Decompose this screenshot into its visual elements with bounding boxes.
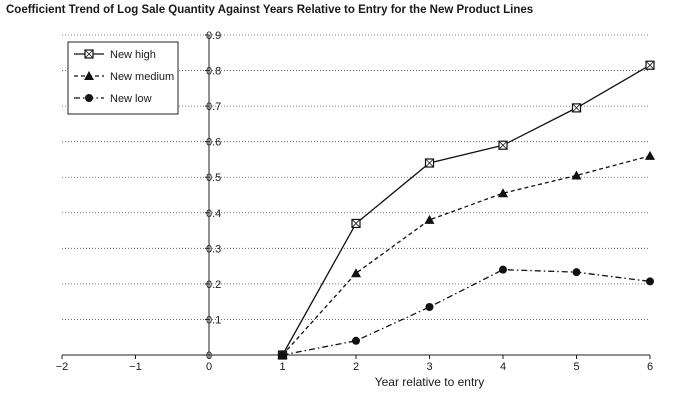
x-tick-label: 4: [500, 361, 506, 373]
legend-label-new-medium: New medium: [110, 71, 174, 83]
y-tick-label: 0.6: [206, 137, 221, 149]
y-tick-label: 0.8: [206, 66, 221, 78]
data-point-new-high-x: [351, 219, 361, 228]
x-tick-label: 1: [279, 361, 285, 373]
series-line-new-low: [282, 269, 651, 356]
data-point-new-low: [352, 336, 360, 345]
legend-marker-new-medium: [84, 71, 94, 80]
y-tick-label: 0.3: [206, 243, 221, 255]
y-tick-label: 0.9: [206, 30, 221, 42]
data-point-new-low: [646, 277, 654, 286]
series-line-new-high: [281, 64, 651, 356]
legend-label-new-high: New high: [110, 49, 156, 61]
data-point-new-low: [572, 268, 581, 277]
chart-title: Coefficient Trend of Log Sale Quantity A…: [6, 4, 534, 16]
y-tick-label: 0.5: [206, 172, 221, 184]
legend-marker-new-low: [85, 94, 93, 102]
data-point-new-medium: [351, 268, 361, 278]
data-point-new-medium: [424, 214, 435, 224]
series-line-new-medium: [282, 155, 651, 356]
y-tick-label: 0.7: [206, 101, 221, 113]
y-tick-label: 0.4: [206, 208, 221, 220]
x-axis-label: Year relative to entry: [375, 375, 485, 389]
data-point-new-high-x: [645, 60, 655, 70]
data-point-new-high-x: [425, 158, 434, 168]
data-point-new-medium: [498, 188, 508, 198]
legend-label-new-low: New low: [110, 93, 152, 105]
data-point-new-medium: [645, 150, 655, 160]
legend-marker-new-high-x: [84, 49, 94, 59]
x-tick-label: 2: [353, 361, 359, 373]
x-tick-label: 6: [647, 361, 653, 373]
data-point-new-low: [425, 303, 434, 311]
x-tick-label: −2: [56, 361, 69, 373]
x-tick-label: −1: [129, 361, 142, 373]
x-tick-label: 5: [573, 361, 579, 373]
x-tick-label: 3: [426, 361, 432, 373]
y-tick-label: 0.1: [206, 314, 221, 326]
x-tick-label: 0: [206, 361, 212, 373]
data-point-new-low: [499, 265, 507, 274]
y-tick-label: 0: [206, 350, 212, 362]
data-point-new-high-x: [498, 140, 508, 150]
y-tick-label: 0.2: [206, 279, 221, 291]
data-point-new-medium: [571, 170, 582, 180]
data-point-new-high-x: [572, 103, 581, 113]
data-point-new-low: [278, 351, 287, 359]
